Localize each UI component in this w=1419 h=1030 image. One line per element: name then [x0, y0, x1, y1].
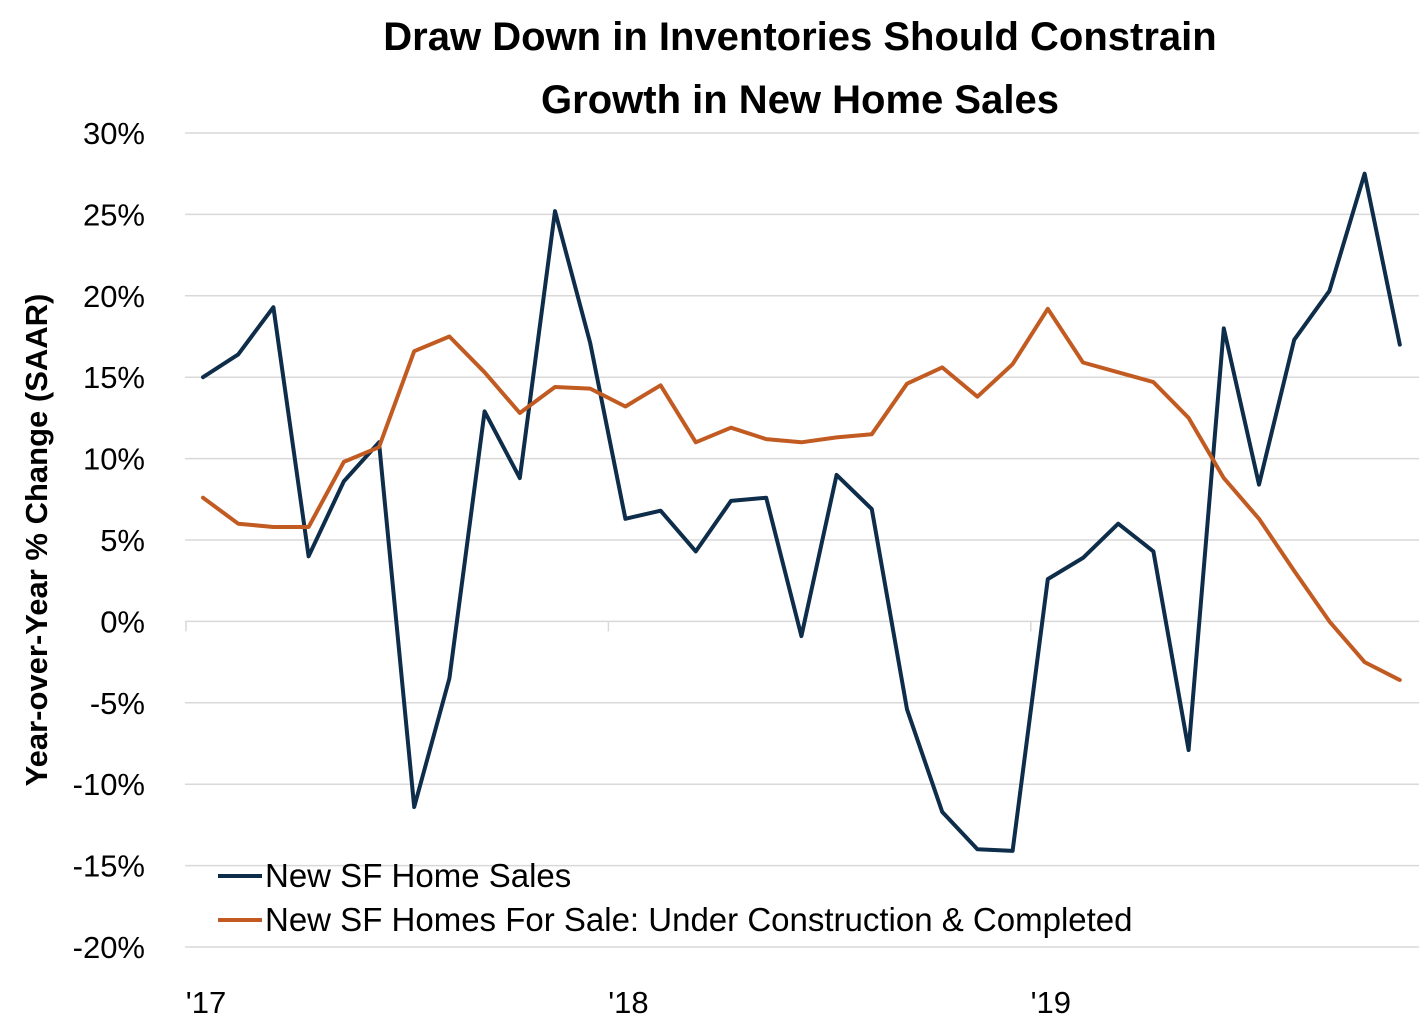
y-tick-label: -5%: [90, 686, 145, 721]
y-tick-label: -15%: [73, 849, 145, 884]
y-tick-label: 20%: [83, 279, 145, 314]
series-line-new-sf-home-sales: [201, 171, 1402, 853]
x-tick-label: '19: [1031, 985, 1071, 1020]
y-tick-label: 0%: [100, 604, 145, 639]
y-tick-label: -20%: [73, 930, 145, 965]
y-tick-labels: 30% 25% 20% 15% 10% 5% 0% -5% -10% -15% -20%: [73, 116, 145, 965]
y-tick-label: 30%: [83, 116, 145, 151]
legend: New SF Home Sales New SF Homes For Sale:…: [218, 857, 1133, 938]
y-tick-label: 15%: [83, 360, 145, 395]
y-tick-label: 10%: [83, 442, 145, 477]
legend-label-new-sf-homes-for-sale: New SF Homes For Sale: Under Constructio…: [265, 901, 1133, 938]
y-tick-label: 5%: [100, 523, 145, 558]
y-tick-label: -10%: [73, 767, 145, 802]
x-axis: '17 '18 '19: [185, 620, 1419, 1020]
legend-label-new-sf-home-sales: New SF Home Sales: [265, 857, 571, 894]
x-tick-label: '17: [186, 985, 226, 1020]
x-tick-label: '18: [608, 985, 648, 1020]
series-lines: [201, 171, 1402, 853]
y-axis-label: Year-over-Year % Change (SAAR): [19, 294, 54, 787]
chart-title-line-2: Growth in New Home Sales: [541, 78, 1059, 122]
chart-title-line-1: Draw Down in Inventories Should Constrai…: [383, 15, 1216, 59]
gridlines: [185, 132, 1419, 948]
y-tick-label: 25%: [83, 197, 145, 232]
series-line-new-sf-homes-for-sale: [201, 306, 1402, 682]
